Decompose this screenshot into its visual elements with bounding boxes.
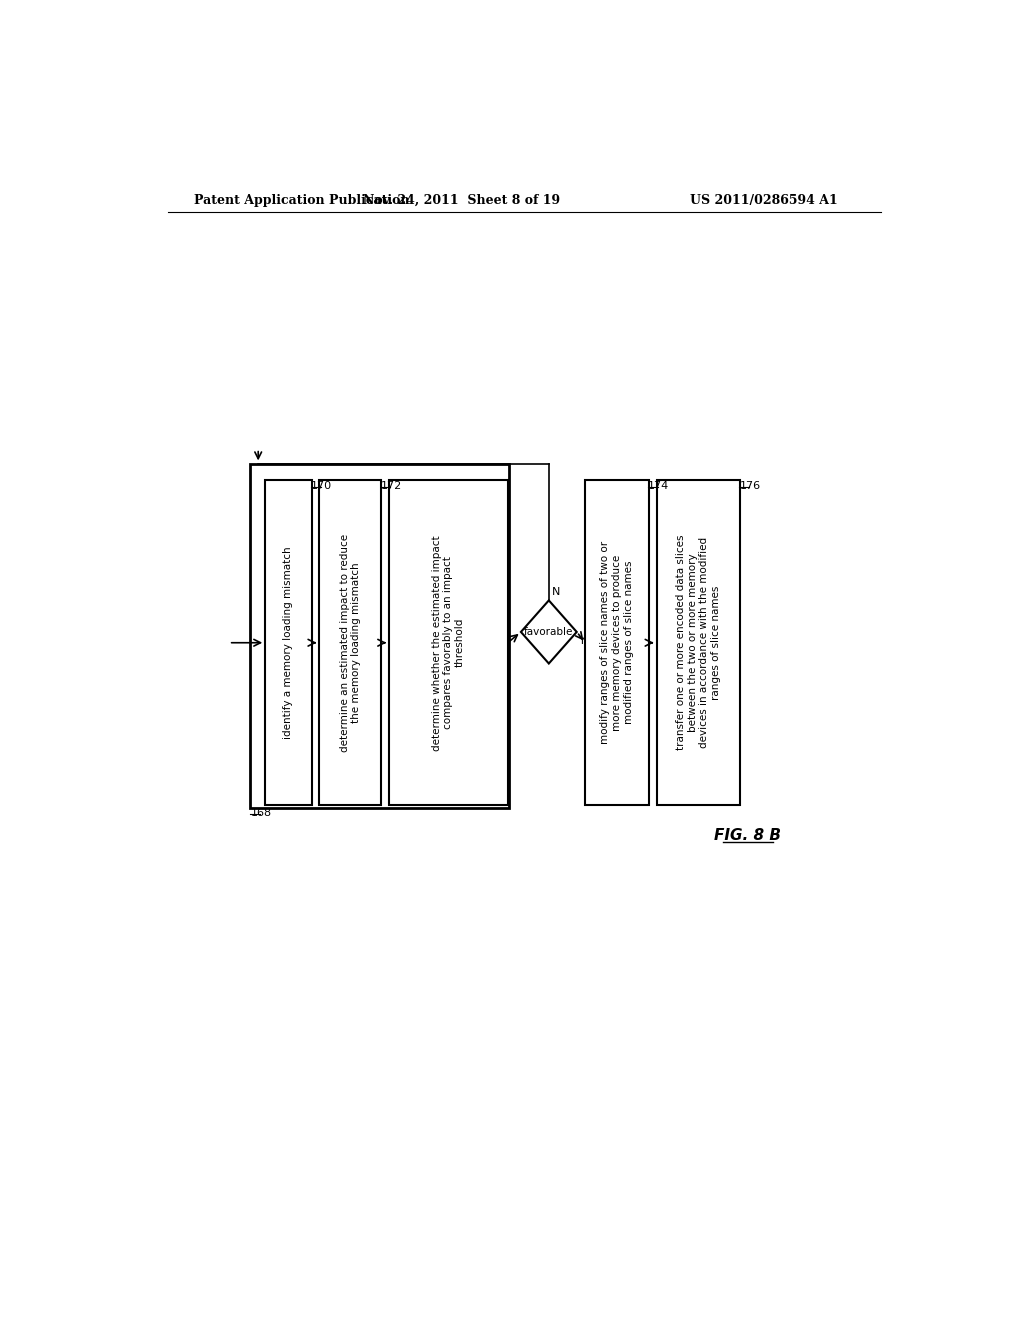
Polygon shape <box>521 601 577 664</box>
Text: 170: 170 <box>311 480 332 491</box>
Text: US 2011/0286594 A1: US 2011/0286594 A1 <box>689 194 838 207</box>
Text: Y: Y <box>579 636 586 647</box>
Text: 176: 176 <box>739 480 761 491</box>
Text: determine whether the estimated impact
compares favorably to an impact
threshold: determine whether the estimated impact c… <box>432 535 465 751</box>
Bar <box>389 480 508 805</box>
Text: determine an estimated impact to reduce
the memory loading mismatch: determine an estimated impact to reduce … <box>340 533 361 752</box>
Text: identify a memory loading mismatch: identify a memory loading mismatch <box>284 546 294 739</box>
Bar <box>265 480 311 805</box>
Text: favorable: favorable <box>524 627 573 638</box>
Bar <box>586 480 649 805</box>
Text: 172: 172 <box>381 480 401 491</box>
Text: N: N <box>552 586 560 597</box>
Text: 168: 168 <box>251 808 271 818</box>
Text: Nov. 24, 2011  Sheet 8 of 19: Nov. 24, 2011 Sheet 8 of 19 <box>362 194 560 207</box>
Text: modify ranges of slice names of two or
more memory devices to produce
modified r: modify ranges of slice names of two or m… <box>600 541 634 744</box>
Text: 174: 174 <box>648 480 670 491</box>
Text: transfer one or more encoded data slices
between the two or more memory
devices : transfer one or more encoded data slices… <box>676 535 721 751</box>
Bar <box>251 465 509 808</box>
Bar <box>656 480 740 805</box>
Bar <box>319 480 381 805</box>
Text: FIG. 8 B: FIG. 8 B <box>715 829 781 843</box>
Text: Patent Application Publication: Patent Application Publication <box>194 194 410 207</box>
